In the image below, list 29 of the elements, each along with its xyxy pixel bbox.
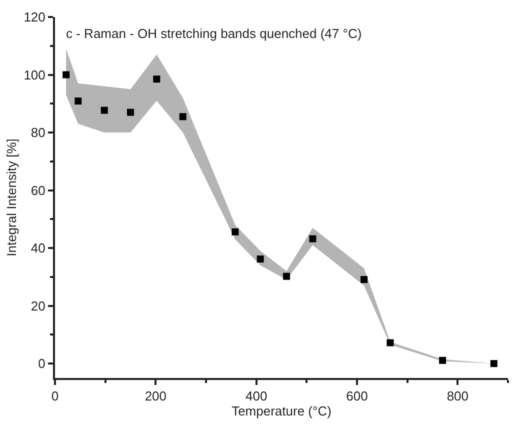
point bbox=[62, 71, 70, 78]
point bbox=[386, 339, 394, 346]
y-tick-label: 60 bbox=[30, 182, 46, 198]
point bbox=[74, 98, 82, 105]
x-tick-label: 400 bbox=[245, 388, 268, 404]
point bbox=[360, 276, 368, 284]
point bbox=[439, 356, 446, 364]
x-tick-label: 0 bbox=[51, 388, 59, 404]
x-tick-label: 800 bbox=[446, 388, 469, 404]
x-tick-label: 600 bbox=[346, 388, 368, 404]
y-tick-label: 20 bbox=[30, 298, 46, 314]
point bbox=[100, 106, 108, 114]
y-tick-label: 100 bbox=[24, 67, 46, 82]
y-tick-label: 40 bbox=[30, 240, 46, 256]
x-tick-label: 200 bbox=[144, 388, 167, 404]
point bbox=[127, 108, 134, 116]
point bbox=[256, 256, 264, 263]
point bbox=[232, 228, 239, 236]
x-axis-title: Temperature (°C) bbox=[232, 404, 332, 419]
y-axis-title: Integral Intensity [%] bbox=[4, 138, 20, 256]
point bbox=[179, 113, 186, 120]
point bbox=[309, 235, 316, 242]
point bbox=[490, 360, 498, 368]
text: c - Raman - OH stretching bands quenched (47 °C) bbox=[66, 26, 362, 41]
y-tick-label: 0 bbox=[38, 356, 46, 372]
y-tick-label: 80 bbox=[30, 125, 46, 140]
point bbox=[283, 272, 290, 280]
point bbox=[153, 76, 160, 83]
y-tick-label: 120 bbox=[24, 10, 46, 25]
